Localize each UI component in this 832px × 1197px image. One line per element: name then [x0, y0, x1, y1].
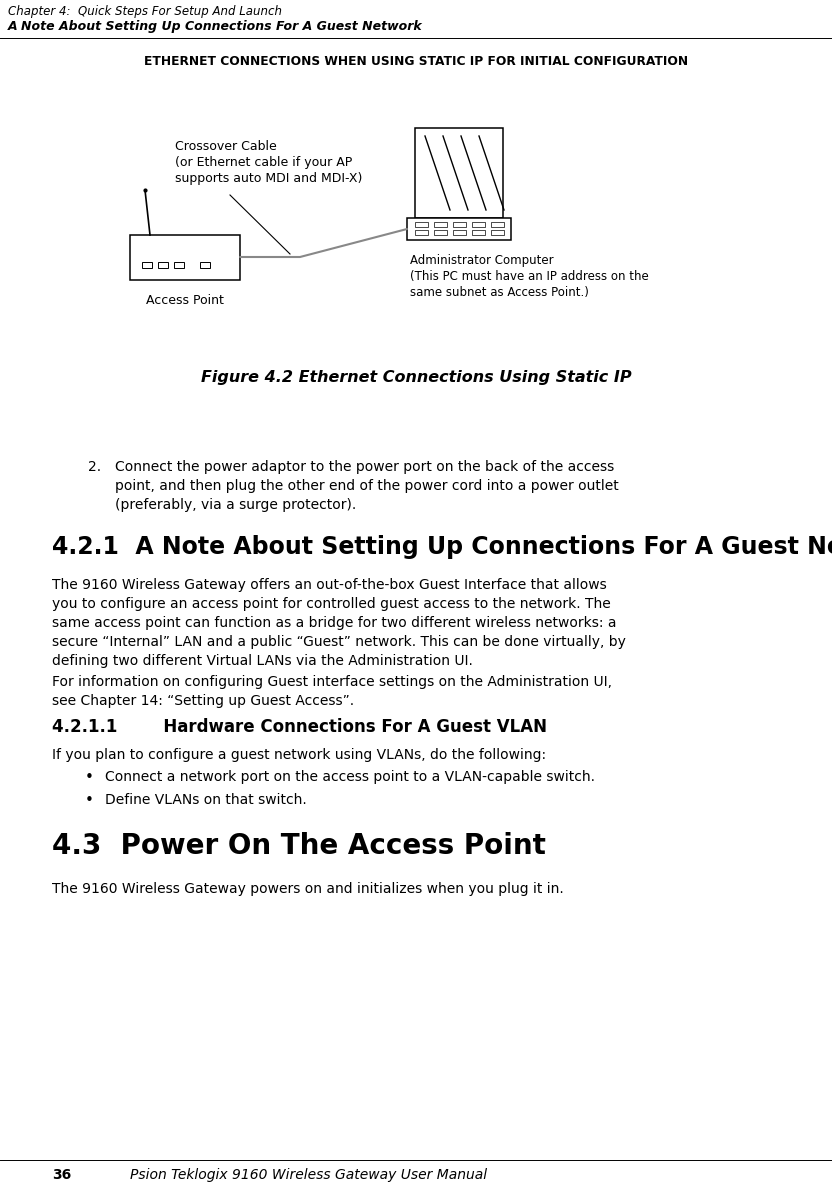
Text: 2.: 2. — [88, 460, 102, 474]
Text: Connect a network port on the access point to a VLAN-capable switch.: Connect a network port on the access poi… — [105, 770, 595, 784]
Bar — [174, 262, 184, 268]
Bar — [200, 262, 210, 268]
Text: ETHERNET CONNECTIONS WHEN USING STATIC IP FOR INITIAL CONFIGURATION: ETHERNET CONNECTIONS WHEN USING STATIC I… — [144, 55, 688, 68]
Text: Access Point: Access Point — [146, 294, 224, 306]
FancyBboxPatch shape — [415, 128, 503, 218]
Text: Psion Teklogix 9160 Wireless Gateway User Manual: Psion Teklogix 9160 Wireless Gateway Use… — [130, 1168, 487, 1181]
Bar — [472, 221, 485, 227]
Text: Administrator Computer
(This PC must have an IP address on the
same subnet as Ac: Administrator Computer (This PC must hav… — [410, 254, 649, 299]
Text: •: • — [85, 770, 94, 785]
Text: •: • — [85, 792, 94, 808]
Text: A Note About Setting Up Connections For A Guest Network: A Note About Setting Up Connections For … — [8, 20, 423, 34]
Text: Connect the power adaptor to the power port on the back of the access
point, and: Connect the power adaptor to the power p… — [115, 460, 619, 512]
Bar — [415, 221, 428, 227]
Text: 4.3  Power On The Access Point: 4.3 Power On The Access Point — [52, 832, 546, 859]
Bar — [453, 230, 466, 235]
Bar — [415, 230, 428, 235]
Text: 36: 36 — [52, 1168, 72, 1181]
Text: Crossover Cable
(or Ethernet cable if your AP
supports auto MDI and MDI-X): Crossover Cable (or Ethernet cable if yo… — [175, 140, 363, 186]
Text: The 9160 Wireless Gateway offers an out-of-the-box Guest Interface that allows
y: The 9160 Wireless Gateway offers an out-… — [52, 578, 626, 668]
Text: 4.2.1  A Note About Setting Up Connections For A Guest Network: 4.2.1 A Note About Setting Up Connection… — [52, 535, 832, 559]
Text: Chapter 4:  Quick Steps For Setup And Launch: Chapter 4: Quick Steps For Setup And Lau… — [8, 5, 282, 18]
Bar — [453, 221, 466, 227]
FancyBboxPatch shape — [407, 218, 511, 241]
Text: The 9160 Wireless Gateway powers on and initializes when you plug it in.: The 9160 Wireless Gateway powers on and … — [52, 882, 564, 897]
Bar — [472, 230, 485, 235]
Bar — [434, 221, 447, 227]
Text: Define VLANs on that switch.: Define VLANs on that switch. — [105, 792, 307, 807]
FancyBboxPatch shape — [130, 235, 240, 280]
Bar — [434, 230, 447, 235]
Bar — [491, 221, 504, 227]
Text: For information on configuring Guest interface settings on the Administration UI: For information on configuring Guest int… — [52, 675, 612, 707]
Bar — [158, 262, 168, 268]
Bar — [142, 262, 152, 268]
Text: If you plan to configure a guest network using VLANs, do the following:: If you plan to configure a guest network… — [52, 748, 546, 762]
Bar — [491, 230, 504, 235]
Text: 4.2.1.1        Hardware Connections For A Guest VLAN: 4.2.1.1 Hardware Connections For A Guest… — [52, 718, 547, 736]
Text: Figure 4.2 Ethernet Connections Using Static IP: Figure 4.2 Ethernet Connections Using St… — [201, 370, 631, 385]
